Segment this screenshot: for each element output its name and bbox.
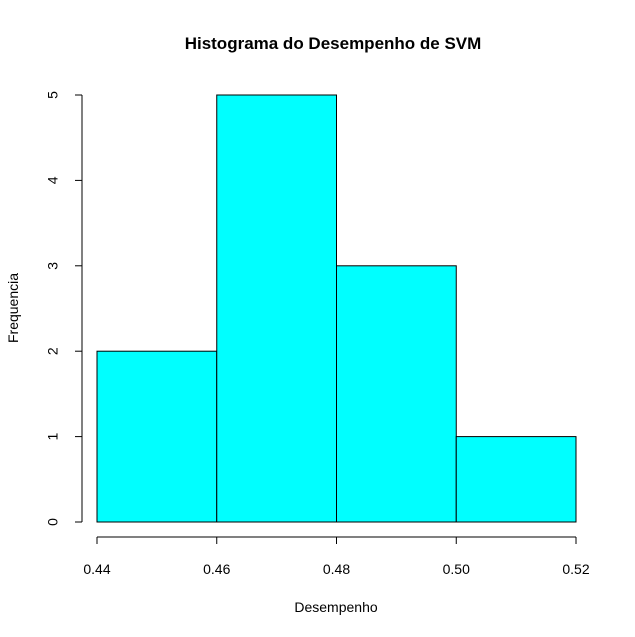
bars-group — [96, 94, 577, 523]
histogram-bar-1 — [96, 350, 218, 523]
x-tick-label: 0.48 — [323, 561, 350, 577]
y-tick-label: 3 — [45, 262, 61, 270]
x-tick-label: 0.52 — [562, 561, 589, 577]
y-tick-label: 1 — [45, 432, 61, 440]
x-tick-label: 0.50 — [443, 561, 470, 577]
x-axis-label: Desempenho — [294, 599, 377, 615]
x-axis: 0.44 0.46 0.48 0.50 0.52 — [83, 536, 590, 577]
histogram-bar-2 — [216, 94, 337, 523]
x-tick-label: 0.44 — [83, 561, 110, 577]
y-tick-label: 5 — [45, 91, 61, 99]
y-tick-label: 0 — [45, 518, 61, 526]
x-tick-label: 0.46 — [203, 561, 230, 577]
histogram-bar-3 — [336, 265, 457, 523]
y-tick-label: 4 — [45, 176, 61, 184]
chart-title: Histograma do Desempenho de SVM — [185, 34, 482, 53]
y-axis: 0 1 2 3 4 5 — [45, 91, 83, 526]
y-tick-label: 2 — [45, 347, 61, 355]
y-axis-label: Frequencia — [5, 273, 21, 343]
histogram-bar-4 — [455, 436, 577, 523]
